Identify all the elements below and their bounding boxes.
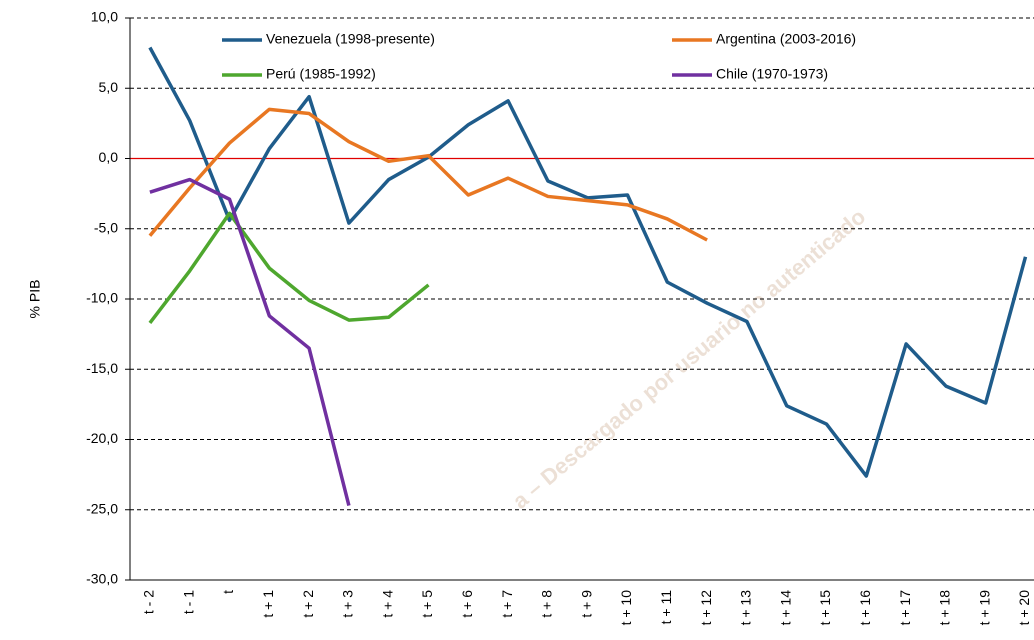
x-tick-label: t + 8	[539, 590, 555, 618]
legend-label: Argentina (2003-2016)	[716, 31, 856, 47]
x-tick-label: t - 2	[141, 590, 157, 614]
x-tick-label: t + 15	[817, 590, 833, 626]
y-tick-label: -10,0	[86, 290, 118, 306]
x-tick-label: t + 17	[897, 590, 913, 626]
x-tick-label: t + 5	[419, 590, 435, 618]
x-tick-label: t + 18	[937, 590, 953, 626]
x-tick-label: t + 1	[260, 590, 276, 618]
x-tick-label: t + 10	[618, 590, 634, 626]
x-tick-label: t	[220, 590, 236, 594]
y-axis-label: % PIB	[27, 280, 43, 319]
legend-label: Venezuela (1998-presente)	[266, 31, 435, 47]
y-tick-label: -30,0	[86, 571, 118, 587]
series-line	[148, 107, 708, 242]
x-tick-label: t + 6	[459, 590, 475, 618]
y-tick-label: 10,0	[91, 9, 118, 25]
y-tick-label: -5,0	[94, 219, 118, 235]
y-tick-label: -20,0	[86, 430, 118, 446]
legend-label: Chile (1970-1973)	[716, 66, 828, 82]
y-tick-label: 5,0	[99, 79, 119, 95]
x-tick-label: t - 1	[180, 590, 196, 614]
x-tick-label: t + 16	[857, 590, 873, 626]
x-tick-label: t + 19	[976, 590, 992, 626]
x-tick-label: t + 14	[777, 590, 793, 626]
x-tick-label: t + 12	[698, 590, 714, 626]
legend-label: Perú (1985-1992)	[266, 66, 376, 82]
x-tick-label: t + 4	[379, 590, 395, 618]
series-line	[149, 177, 351, 506]
x-tick-label: t + 2	[300, 590, 316, 618]
y-tick-label: -15,0	[86, 360, 118, 376]
x-tick-label: t + 3	[340, 590, 356, 618]
x-tick-label: t + 7	[499, 590, 515, 618]
y-tick-label: 0,0	[99, 149, 119, 165]
series-line	[148, 46, 1028, 478]
watermark: a – Descargado por usuario no autenticad…	[508, 204, 871, 514]
series-line	[148, 211, 430, 324]
x-tick-label: t + 11	[658, 590, 674, 625]
x-tick-label: t + 20	[1016, 590, 1032, 626]
y-tick-label: -25,0	[86, 500, 118, 516]
x-tick-label: t + 13	[738, 590, 754, 626]
x-tick-label: t + 9	[578, 590, 594, 618]
